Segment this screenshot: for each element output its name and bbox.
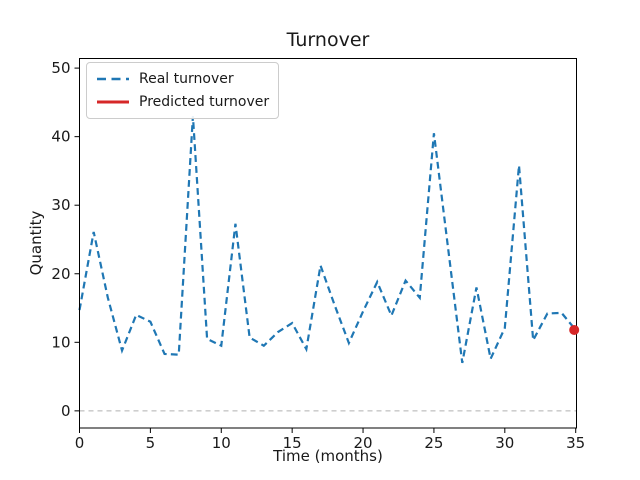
x-tick-label: 20 <box>353 434 372 452</box>
legend-label-predicted-turnover: Predicted turnover <box>139 94 270 110</box>
chart-title: Turnover <box>286 29 370 51</box>
y-tick-label: 30 <box>51 196 70 214</box>
predicted-turnover-point <box>569 324 580 335</box>
solid-line-sample-icon <box>97 100 129 104</box>
y-axis-label: Quantity <box>27 210 45 276</box>
x-tick-label: 15 <box>283 434 302 452</box>
legend: Real turnover Predicted turnover <box>86 62 280 119</box>
x-tick-label: 5 <box>146 434 156 452</box>
legend-label-real-turnover: Real turnover <box>139 71 234 87</box>
y-tick-label: 50 <box>51 59 70 77</box>
x-tick-label: 30 <box>495 434 514 452</box>
y-tick-label: 0 <box>61 402 71 420</box>
y-tick-label: 40 <box>51 128 70 146</box>
y-tick-label: 20 <box>51 265 70 283</box>
x-tick-label: 25 <box>424 434 443 452</box>
legend-item-real-turnover: Real turnover <box>96 69 269 89</box>
legend-item-predicted-turnover: Predicted turnover <box>96 92 269 112</box>
dashed-line-sample-icon <box>97 77 129 81</box>
real-turnover-line <box>78 116 577 364</box>
y-tick-label: 10 <box>51 333 70 351</box>
x-tick-label: 35 <box>566 434 585 452</box>
x-axis-label: Time (months) <box>273 447 383 465</box>
x-tick-label: 10 <box>212 434 231 452</box>
x-tick-label: 0 <box>75 434 85 452</box>
plot-border <box>79 58 577 429</box>
